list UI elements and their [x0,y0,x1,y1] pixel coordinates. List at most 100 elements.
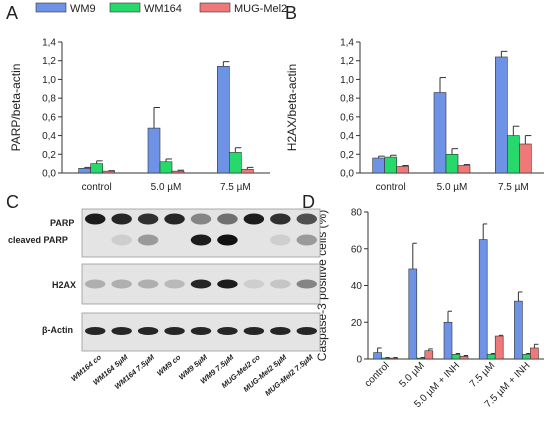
bar-wm9 [433,92,447,174]
panel-letter-a: A [6,3,18,23]
x-tick-label: 5.0 µM [437,182,468,193]
y-tick-label: 60 [351,244,363,255]
band-h2ax [137,279,159,289]
band-h2ax [164,279,185,289]
legend-label-mugmel2: MUG-Mel2 [234,3,287,15]
bar-mugmel2 [424,350,434,360]
y-tick-label: 1,2 [42,56,56,67]
y-tick-label: 0,2 [42,150,56,161]
chart-h2ax: 0,0 0,2 0,4 0,6 0,8 1,0 1,2 1,4 H2AX/beta-actin c… [285,38,544,193]
band-actin [164,327,185,335]
band-parp [217,213,238,225]
band-h2ax [85,279,106,289]
bar-wm164 [445,153,459,174]
bar-wm9 [217,66,230,174]
band-parp [85,213,106,225]
band-cleaved [270,234,291,246]
bar-mugmel2 [102,170,115,174]
band-actin [111,327,132,335]
y-tick-label: 0,0 [340,169,354,180]
bar-mugmel2 [530,347,539,360]
bar-mugmel2 [457,165,471,174]
x-tick-label: 7.5 µM [220,182,251,193]
bar-wm9 [514,300,523,360]
y-tick-label: 0,2 [340,150,354,161]
band-cleaved [296,234,317,246]
bar-wm164 [522,354,531,360]
y-axis-label: PARP/beta-actin [9,64,23,152]
x-tick-label: control [363,360,392,389]
band-parp [243,213,265,225]
bar-wm164 [384,156,397,174]
band-parp [190,213,212,225]
band-parp [164,213,185,225]
y-axis-label: H2AX/beta-actin [285,64,299,151]
band-actin [137,327,159,335]
bar-wm164 [159,161,173,174]
y-tick-label: 1,0 [42,75,56,86]
band-h2ax [270,279,291,289]
bar-wm9 [443,321,453,360]
band-h2ax [296,279,317,289]
band-parp [111,213,132,225]
band-actin [85,327,106,335]
y-tick-label: 80 [351,208,363,219]
bar-mugmel2 [519,143,532,174]
y-tick-label: 0,4 [42,131,56,142]
blot-lane-label: MUG-Mel2 7.5µM [263,352,315,398]
y-tick-label: 1,2 [340,56,354,67]
bar-wm164 [90,163,103,174]
bar-wm164 [451,354,461,360]
band-parp [296,213,317,225]
band-cleaved [137,234,159,246]
band-h2ax [217,279,238,289]
blot-label-parp: PARP [50,218,74,228]
legend-label-wm164: WM164 [144,3,182,15]
y-tick-label: 0,8 [340,94,354,105]
western-blot: PARP cleaved PARP H2AX β-Actin WM164 coW… [8,208,321,398]
bar-wm9 [147,127,161,174]
bar-mugmel2 [396,166,409,174]
y-tick-label: 0,8 [42,94,56,105]
y-tick-label: 20 [351,318,363,329]
band-actin [243,327,265,335]
x-tick-label: control [82,182,112,193]
band-parp [137,213,159,225]
legend: WM9 WM164 MUG-Mel2 [35,2,287,15]
bar-wm9 [78,168,91,174]
band-parp [270,213,291,225]
band-actin [217,327,238,335]
bar-wm164 [486,354,496,360]
panel-letter-d: D [302,192,315,212]
bar-wm9 [372,157,385,174]
y-tick-label: 40 [351,281,363,292]
band-actin [190,327,212,335]
chart-parp: 0,0 0,2 0,4 0,6 0,8 1,0 1,2 1,4 PARP/beta-actin c… [9,38,270,193]
band-h2ax [190,279,212,289]
bar-mugmel2 [494,335,504,360]
legend-swatch-wm9 [35,2,67,13]
bar-mugmel2 [171,170,185,174]
blot-label-cleaved-parp: cleaved PARP [8,235,68,245]
band-h2ax [111,279,132,289]
bar-wm9 [495,56,508,174]
bar-wm164 [507,135,520,174]
panel-letter-c: C [6,192,19,212]
bar-wm9 [373,352,382,360]
bar-mugmel2 [241,168,254,174]
band-actin [270,327,291,335]
bar-wm164 [416,357,426,360]
band-cleaved [190,234,212,246]
x-tick-label: 7.5 µM [498,182,529,193]
bar-wm164 [381,357,390,360]
band-cleaved [111,234,132,246]
band-cleaved [217,234,238,246]
y-tick-label: 0,6 [340,112,354,123]
blot-label-h2ax: H2AX [52,280,76,290]
y-tick-label: 0 [356,355,362,366]
x-tick-label: 5.0 µM [151,182,182,193]
blot-label-beta-actin: β-Actin [42,325,73,335]
y-tick-label: 1,4 [340,38,354,49]
